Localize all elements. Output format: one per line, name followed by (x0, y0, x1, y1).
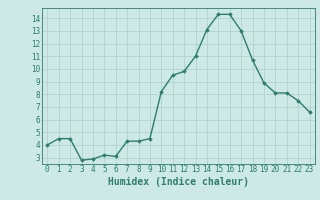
X-axis label: Humidex (Indice chaleur): Humidex (Indice chaleur) (108, 177, 249, 187)
